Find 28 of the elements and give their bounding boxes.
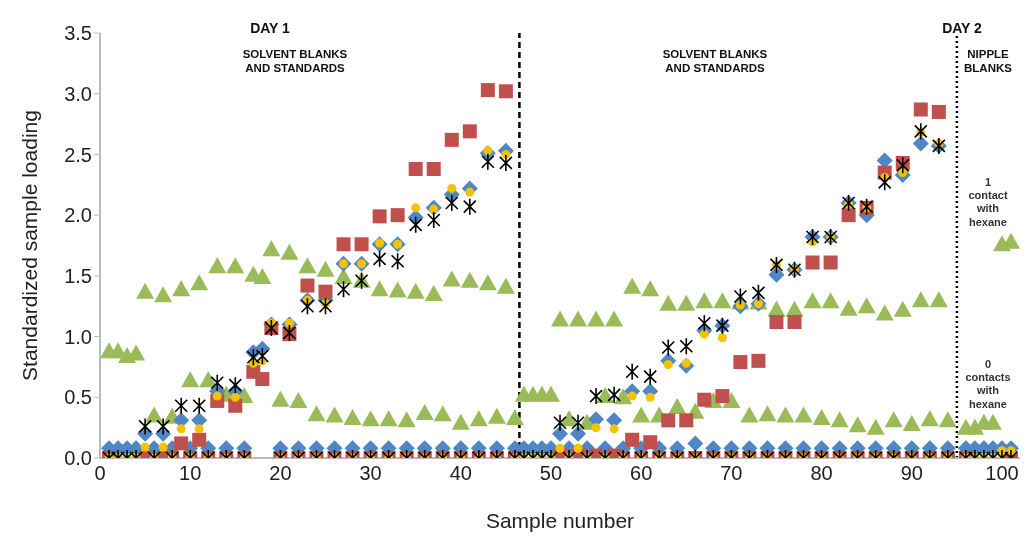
y-tick-label: 1.0 — [64, 325, 92, 348]
x-tick-label: 40 — [449, 462, 472, 485]
x-tick-label: 80 — [810, 462, 833, 485]
x-tick-label: 0 — [94, 462, 106, 485]
y-tick-label: 2.0 — [64, 204, 92, 227]
x-tick-label: 10 — [179, 462, 202, 485]
x-tick-label: 30 — [359, 462, 382, 485]
y-axis-title: Standardized sample loading — [18, 110, 42, 381]
annotation: 0 contacts with hexane — [964, 358, 1012, 411]
annotation: SOLVENT BLANKS AND STANDARDS — [241, 48, 349, 76]
annotation: NIPPLE BLANKS — [963, 48, 1013, 76]
x-tick-label: 90 — [900, 462, 923, 485]
annotation: DAY 1 — [249, 20, 291, 37]
x-tick-label: 20 — [269, 462, 292, 485]
x-tick-label: 100 — [985, 462, 1019, 485]
y-tick-label: 3.0 — [64, 82, 92, 105]
y-tick-label: 0.5 — [64, 386, 92, 409]
annotation: 1 contact with hexane — [967, 176, 1009, 229]
annotation: DAY 2 — [941, 20, 983, 37]
y-tick-label: 2.5 — [64, 143, 92, 166]
y-tick-label: 1.5 — [64, 264, 92, 287]
y-tick-label: 3.5 — [64, 22, 92, 45]
y-tick-label: 0.0 — [64, 447, 92, 470]
x-axis-title: Sample number — [485, 509, 635, 532]
x-tick-label: 60 — [630, 462, 653, 485]
x-tick-label: 50 — [539, 462, 563, 485]
annotation: SOLVENT BLANKS AND STANDARDS — [661, 48, 769, 76]
x-tick-label: 70 — [720, 462, 743, 485]
